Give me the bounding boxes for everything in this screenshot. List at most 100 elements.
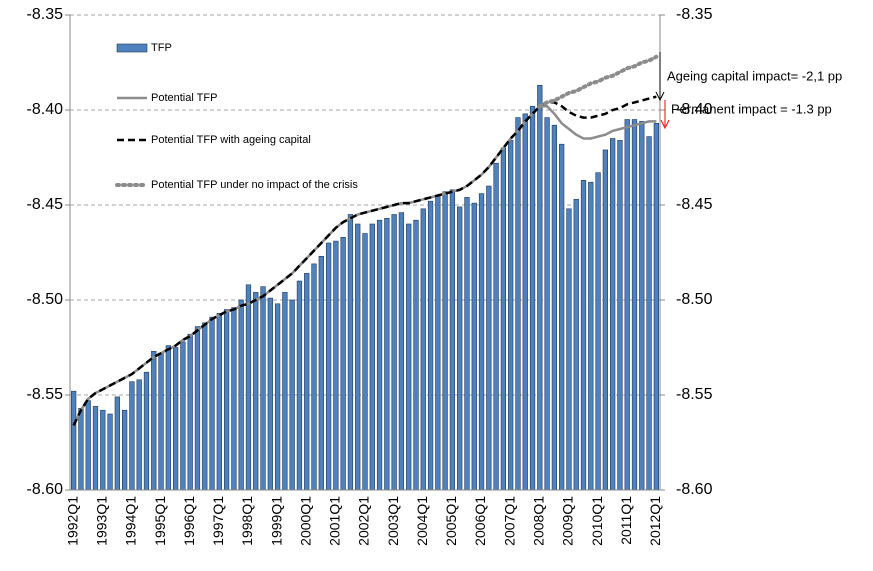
bar <box>515 117 521 491</box>
x-tick-label: 1997Q1 <box>210 496 226 546</box>
y-tick-label: -8.45 <box>27 196 64 213</box>
bar <box>194 326 201 491</box>
bar <box>223 309 230 491</box>
x-tick-label: 2002Q1 <box>356 496 372 546</box>
x-tick-label: 1994Q1 <box>123 496 139 546</box>
bar <box>318 255 324 491</box>
bar <box>508 140 514 491</box>
bar <box>486 185 492 491</box>
bar <box>559 143 565 491</box>
bar <box>340 237 346 491</box>
bar <box>289 299 295 491</box>
x-tick-label: 1992Q1 <box>64 496 80 546</box>
bar <box>202 322 208 491</box>
y-tick-label: -8.40 <box>27 101 64 118</box>
bar <box>398 212 405 491</box>
bar <box>631 119 638 491</box>
bar <box>573 199 579 491</box>
bar <box>107 413 113 491</box>
bar <box>617 140 623 491</box>
arrow-permanent-head <box>660 119 670 130</box>
bar <box>610 138 616 491</box>
bar <box>376 219 383 491</box>
arrow-ageing-head <box>655 91 665 102</box>
bar <box>136 379 142 491</box>
bar <box>260 286 266 491</box>
y2-tick-label: -8.50 <box>676 291 713 308</box>
bar <box>544 117 550 491</box>
y2-tick-label: -8.35 <box>676 6 713 23</box>
bar <box>478 193 485 491</box>
bar <box>646 136 652 491</box>
bar <box>624 119 630 491</box>
bar <box>471 202 477 491</box>
bar <box>362 233 368 491</box>
bar <box>143 371 150 491</box>
bar <box>464 197 470 491</box>
x-tick-label: 2007Q1 <box>501 496 517 546</box>
x-tick-label: 1998Q1 <box>239 496 255 546</box>
bar <box>231 307 237 491</box>
x-tick-label: 2005Q1 <box>443 496 459 546</box>
bar <box>172 347 179 491</box>
bar <box>100 409 106 491</box>
x-tick-label: 2003Q1 <box>385 496 401 546</box>
bar <box>588 181 594 491</box>
bar <box>580 180 587 491</box>
legend-swatch <box>116 43 148 53</box>
annotation: Ageing capital impact= -2,1 pp <box>667 68 842 83</box>
legend-label: TFP <box>151 42 172 54</box>
axis-labels: -8.60 -8.55 -8.50 -8.45 -8.40 -8.35 -8.60 -8.55… <box>27 6 713 546</box>
bar <box>529 105 536 491</box>
bar <box>165 345 171 491</box>
bar <box>282 292 288 491</box>
bar <box>653 123 659 491</box>
bar <box>427 200 434 491</box>
bar <box>311 263 317 491</box>
x-tick-label: 2000Q1 <box>297 496 313 546</box>
annotation: Permanent impact = -1.3 pp <box>671 101 832 116</box>
bar <box>406 223 412 491</box>
x-tick-label: 2011Q1 <box>618 496 634 545</box>
bar <box>566 208 572 491</box>
legend-label: Potential TFP with ageing capital <box>151 134 311 146</box>
bar <box>435 195 441 491</box>
bar <box>121 409 128 491</box>
bar <box>420 208 426 491</box>
bar <box>355 223 361 491</box>
bar <box>369 223 375 491</box>
bar <box>639 121 645 491</box>
bar <box>216 312 222 491</box>
bar <box>347 214 354 491</box>
bar <box>537 85 543 491</box>
x-tick-label: 1999Q1 <box>268 496 284 546</box>
y2-tick-label: -8.45 <box>676 196 713 213</box>
bar <box>274 303 281 491</box>
y-tick-label: -8.35 <box>27 6 64 23</box>
x-tick-label: 2004Q1 <box>414 496 430 546</box>
line <box>537 54 659 109</box>
bar <box>500 147 507 491</box>
bar <box>267 297 273 491</box>
bar <box>238 299 244 491</box>
bar <box>333 240 339 491</box>
x-tick-label: 2008Q1 <box>531 496 547 546</box>
y-tick-label: -8.55 <box>27 386 64 403</box>
x-tick-label: 1995Q1 <box>152 496 168 546</box>
bar <box>522 113 528 491</box>
bar <box>92 406 99 491</box>
x-tick-label: 1993Q1 <box>93 496 109 546</box>
bar <box>245 284 252 491</box>
y-tick-label: -8.60 <box>27 481 64 498</box>
bar <box>325 242 332 491</box>
bar <box>253 292 259 491</box>
x-tick-label: 2009Q1 <box>560 496 576 546</box>
x-tick-label: 2001Q1 <box>327 496 343 546</box>
x-tick-label: 2012Q1 <box>647 496 663 546</box>
bar <box>158 352 164 491</box>
y-tick-label: -8.50 <box>27 291 64 308</box>
bar <box>209 316 215 491</box>
bar <box>180 341 186 491</box>
bar <box>129 381 135 491</box>
